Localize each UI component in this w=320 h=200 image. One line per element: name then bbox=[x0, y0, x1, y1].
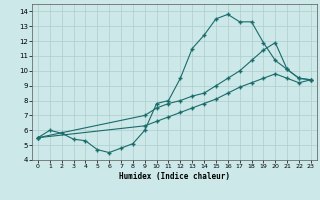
X-axis label: Humidex (Indice chaleur): Humidex (Indice chaleur) bbox=[119, 172, 230, 181]
